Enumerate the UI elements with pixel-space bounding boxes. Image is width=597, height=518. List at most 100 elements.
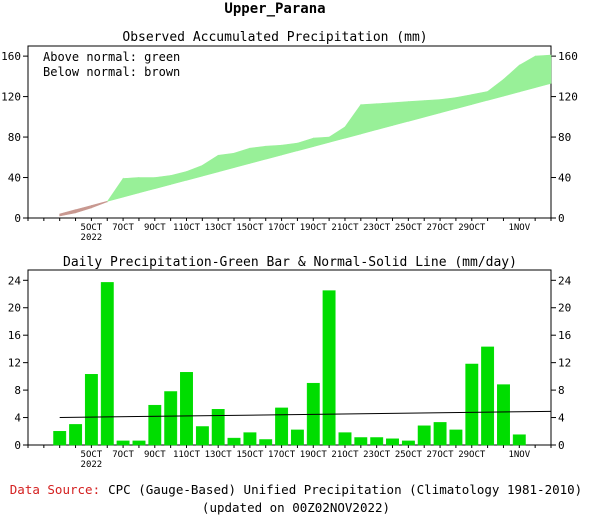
daily-precip-bar: [69, 424, 83, 446]
bottom-ytick-label-right: 8: [558, 384, 565, 397]
top-xtick-sublabel: 2022: [81, 233, 103, 243]
top-ytick-label-left: 80: [8, 131, 21, 144]
above-normal-area: [233, 147, 251, 168]
above-normal-area: [518, 55, 536, 93]
daily-precip-bar: [132, 440, 146, 446]
bottom-ytick-label-right: 16: [558, 329, 571, 342]
normal-line: [59, 410, 552, 418]
above-normal-area: [408, 100, 425, 122]
above-normal-area: [154, 175, 171, 190]
above-normal-area: [360, 103, 378, 135]
daily-precip-bar: [195, 426, 209, 446]
daily-precip-bar: [322, 290, 336, 446]
daily-precip-bar: [497, 384, 510, 446]
above-normal-area: [439, 97, 457, 114]
top-xtick-label: 25OCT: [395, 223, 423, 233]
above-normal-area: [423, 99, 441, 118]
above-normal-area: [122, 177, 140, 198]
daily-precip-bar: [433, 422, 447, 446]
top-xtick-label: 1NOV: [508, 223, 530, 233]
top-xtick-label: 5OCT: [81, 223, 103, 233]
bottom-chart-title: Daily Precipitation-Green Bar & Normal-S…: [63, 255, 517, 270]
top-ytick-label-left: 160: [1, 50, 21, 63]
above-normal-area: [106, 177, 124, 202]
top-xtick-label: 11OCT: [173, 223, 201, 233]
above-normal-area: [281, 142, 298, 156]
daily-precip-bar: [243, 432, 257, 446]
above-normal-area: [328, 126, 346, 143]
below-normal-area: [59, 209, 76, 217]
daily-precip-bar: [275, 407, 289, 446]
daily-precip-bar: [227, 437, 241, 446]
top-ytick-label-right: 120: [558, 91, 578, 104]
top-ytick-label-right: 0: [558, 212, 565, 225]
bottom-xtick-sublabel: 2022: [81, 460, 103, 470]
footer-source-label: Data Source:: [10, 482, 100, 497]
bottom-ytick-label-left: 8: [14, 384, 21, 397]
legend-below-normal: Below normal: brown: [43, 65, 180, 79]
daily-precip-bar: [401, 440, 415, 446]
footer-updated: (updated on 00Z02NOV2022): [202, 500, 390, 515]
top-xtick-label: 9OCT: [144, 223, 166, 233]
above-normal-area: [297, 137, 314, 152]
daily-precip-bar: [290, 429, 304, 446]
above-normal-area: [471, 91, 488, 105]
legend-above-normal: Above normal: green: [43, 50, 180, 64]
above-normal-area: [249, 145, 267, 164]
top-xtick-label: 23OCT: [363, 223, 391, 233]
top-ytick-label-right: 40: [558, 172, 571, 185]
top-xtick-label: 19OCT: [300, 223, 328, 233]
daily-precip-bar: [512, 434, 526, 446]
top-xtick-label: 7OCT: [112, 223, 134, 233]
daily-precip-bar: [164, 391, 178, 446]
daily-precip-bar: [148, 404, 162, 446]
top-xtick-label: 17OCT: [268, 223, 296, 233]
bottom-xtick-label: 25OCT: [395, 450, 423, 460]
bottom-ytick-label-right: 24: [558, 274, 572, 287]
bottom-xtick-label: 29OCT: [458, 450, 486, 460]
top-xtick-label: 15OCT: [236, 223, 264, 233]
below-normal-area: [91, 200, 108, 209]
bottom-xtick-label: 21OCT: [331, 450, 359, 460]
daily-precip-bar: [417, 425, 431, 446]
daily-precip-bar: [481, 346, 495, 446]
bottom-xtick-label: 7OCT: [112, 450, 134, 460]
daily-precip-bar: [338, 432, 352, 446]
daily-precip-bar: [354, 437, 368, 446]
bottom-ytick-label-right: 0: [558, 439, 565, 452]
bottom-xtick-label: 19OCT: [300, 450, 328, 460]
above-normal-area: [344, 103, 362, 139]
bottom-ytick-label-right: 20: [558, 302, 571, 315]
bottom-ytick-label-left: 16: [8, 329, 21, 342]
top-ytick-label-left: 0: [14, 212, 21, 225]
daily-precip-bar: [465, 363, 479, 446]
top-xtick-label: 29OCT: [458, 223, 486, 233]
top-ytick-label-right: 80: [558, 131, 571, 144]
daily-precip-bar: [259, 439, 273, 446]
above-normal-area: [392, 101, 409, 126]
bottom-ytick-label-left: 0: [14, 439, 21, 452]
above-normal-area: [186, 164, 203, 181]
daily-precip-bar: [53, 431, 67, 446]
above-normal-area: [170, 171, 187, 185]
above-normal-area: [217, 152, 235, 173]
above-normal-area: [455, 94, 473, 110]
top-xtick-label: 13OCT: [205, 223, 233, 233]
footer-source: Data Source: CPC (Gauge-Based) Unified Pr…: [10, 482, 582, 497]
above-normal-area: [376, 102, 393, 131]
top-ytick-label-left: 40: [8, 172, 21, 185]
daily-precip-bar: [84, 374, 98, 446]
page-title: Upper_Parana: [224, 1, 325, 17]
bottom-chart-frame: [27, 269, 552, 446]
top-xtick-label: 21OCT: [331, 223, 359, 233]
below-normal-area: [75, 205, 92, 214]
bottom-xtick-label: 17OCT: [268, 450, 296, 460]
daily-precip-bar: [370, 437, 384, 446]
footer-source-text: CPC (Gauge-Based) Unified Precipitation …: [108, 482, 582, 497]
bottom-xtick-label: 9OCT: [144, 450, 166, 460]
above-normal-area: [534, 54, 552, 88]
top-xtick-label: 27OCT: [427, 223, 455, 233]
